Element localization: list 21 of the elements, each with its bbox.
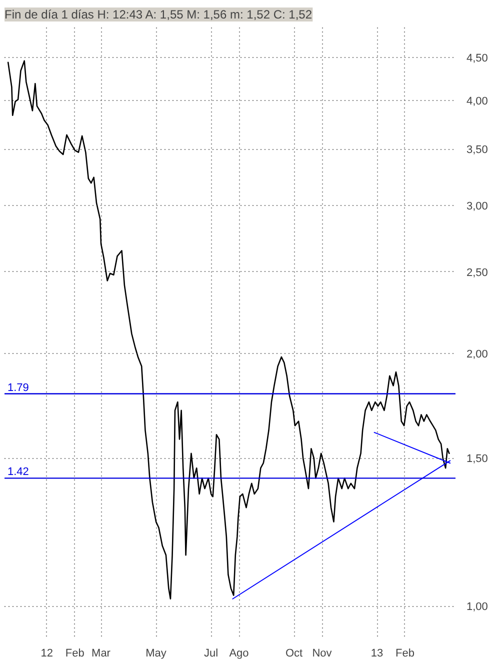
x-tick-label: Mar [92, 648, 111, 660]
y-tick-label: 4,50 [466, 52, 488, 65]
ref-line-label: 1.79 [8, 382, 29, 394]
x-tick-label: 12 [40, 648, 54, 660]
x-tick-label: Jul [204, 648, 218, 660]
y-tick-label: 1,50 [466, 453, 488, 466]
x-tick-label: Feb [396, 648, 414, 660]
y-tick-label: 3,50 [466, 144, 488, 156]
x-tick-label: Oct [285, 648, 303, 660]
y-tick-label: 3,00 [466, 200, 488, 212]
x-tick-label: Nov [312, 648, 332, 660]
ref-line-label: 1.42 [8, 466, 29, 478]
x-tick-label: 13 [370, 648, 384, 660]
y-tick-label: 1,00 [466, 601, 488, 614]
x-tick-label: Ago [229, 648, 249, 660]
y-tick-label: 2,00 [466, 348, 488, 360]
x-tick-label: Feb [65, 648, 84, 660]
y-tick-label: 4,00 [466, 96, 488, 108]
x-tick-label: May [146, 648, 167, 660]
y-tick-label: 2,50 [466, 266, 488, 279]
chart-title: Fin de día 1 días H: 12:43 A: 1,55 M: 1,56 m: 1,52 C: 1,52 [4, 8, 312, 22]
